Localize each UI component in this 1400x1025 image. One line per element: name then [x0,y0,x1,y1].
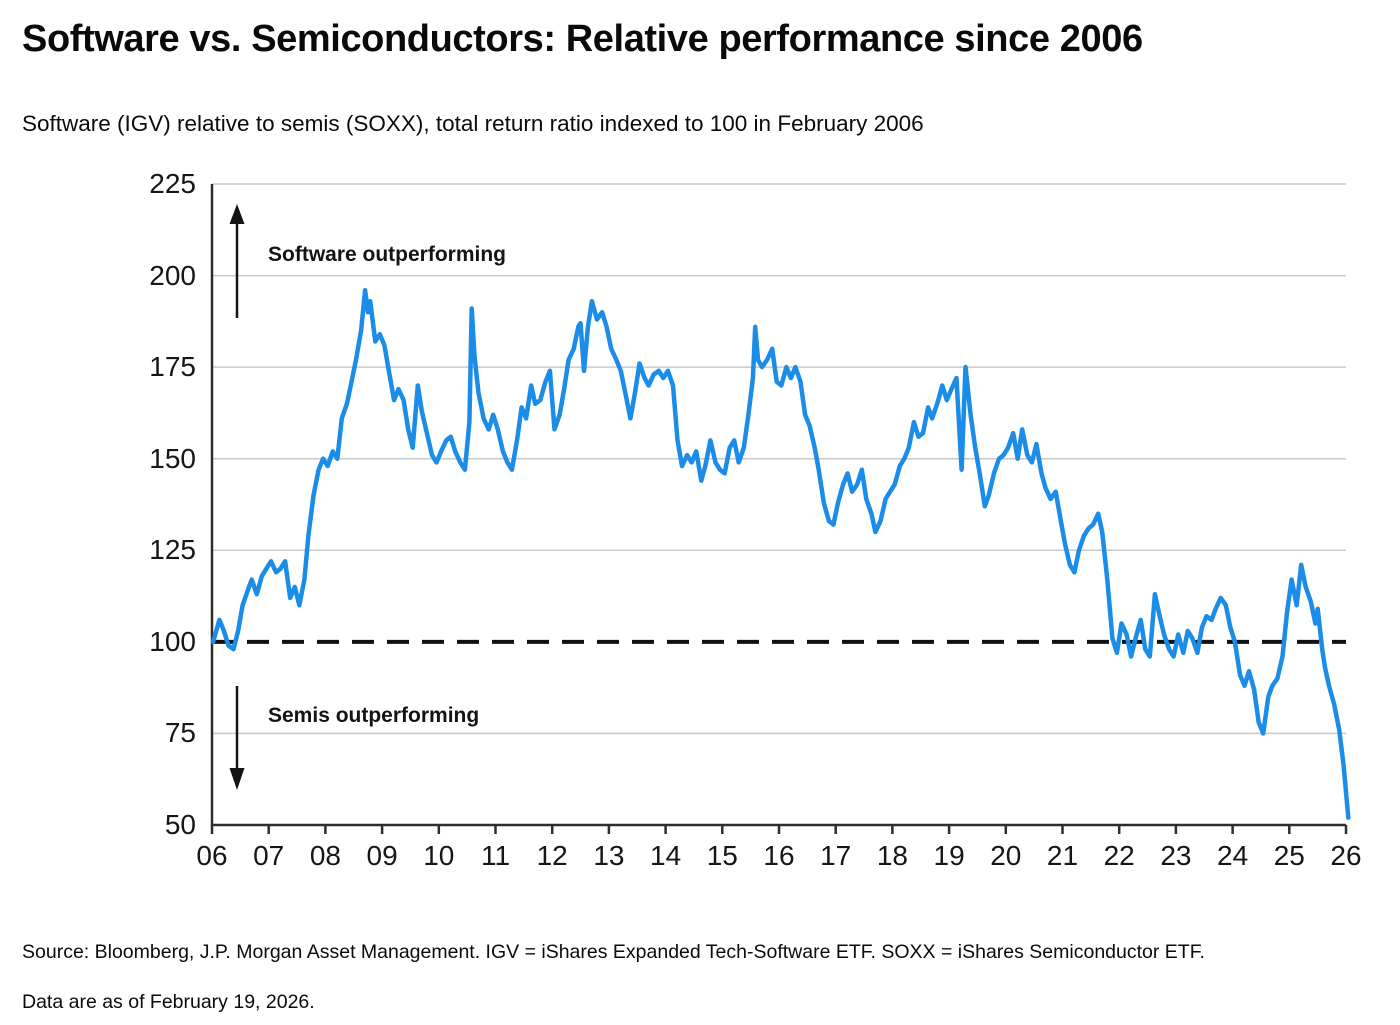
x-tick-label-26: 26 [1330,840,1362,871]
x-tick-label-06: 06 [196,840,228,871]
x-tick-label-11: 11 [480,840,511,871]
y-tick-label-50: 50 [164,809,196,840]
up-arrow-head [229,204,245,224]
x-tick-label-21: 21 [1046,840,1079,871]
x-tick-label-20: 20 [990,840,1022,871]
x-tick-label-17: 17 [820,840,852,871]
x-tick-label-12: 12 [536,840,568,871]
annotation-semis-outperforming: Semis outperforming [268,704,480,727]
as-of-note: Data are as of February 19, 2026. [22,991,315,1013]
y-tick-label-100: 100 [149,625,196,657]
down-arrow-head [229,768,245,790]
x-tick-label-07: 07 [253,840,285,871]
y-tick-label-75: 75 [164,717,196,749]
source-note: Source: Bloomberg, J.P. Morgan Asset Man… [22,941,1205,963]
axis-spines [210,184,1346,827]
x-tick-label-19: 19 [933,840,965,871]
x-tick-label-10: 10 [423,840,455,871]
y-tick-label-225: 225 [149,168,196,199]
igv-soxx-ratio-line [210,287,1351,820]
chart-subtitle: Software (IGV) relative to semis (SOXX),… [22,111,924,136]
y-tick-label-150: 150 [149,442,196,474]
x-tick-label-16: 16 [763,840,795,871]
y-tick-label-200: 200 [149,259,196,291]
x-tick-label-15: 15 [706,840,738,871]
x-tick-label-14: 14 [650,840,682,871]
x-tick-label-24: 24 [1217,840,1249,871]
y-tick-label-175: 175 [149,351,196,383]
x-tick-label-13: 13 [593,840,625,871]
x-tick-label-09: 09 [366,840,398,871]
y-tick-label-125: 125 [149,534,196,566]
x-tick-label-23: 23 [1160,840,1192,871]
x-tick-label-25: 25 [1273,840,1305,871]
x-tick-label-22: 22 [1103,840,1135,871]
annotation-software-outperforming: Software outperforming [268,243,507,266]
page-title: Software vs. Semiconductors: Relative pe… [22,18,1143,60]
x-tick-label-08: 08 [309,840,341,871]
x-tick-label-18: 18 [876,840,908,871]
